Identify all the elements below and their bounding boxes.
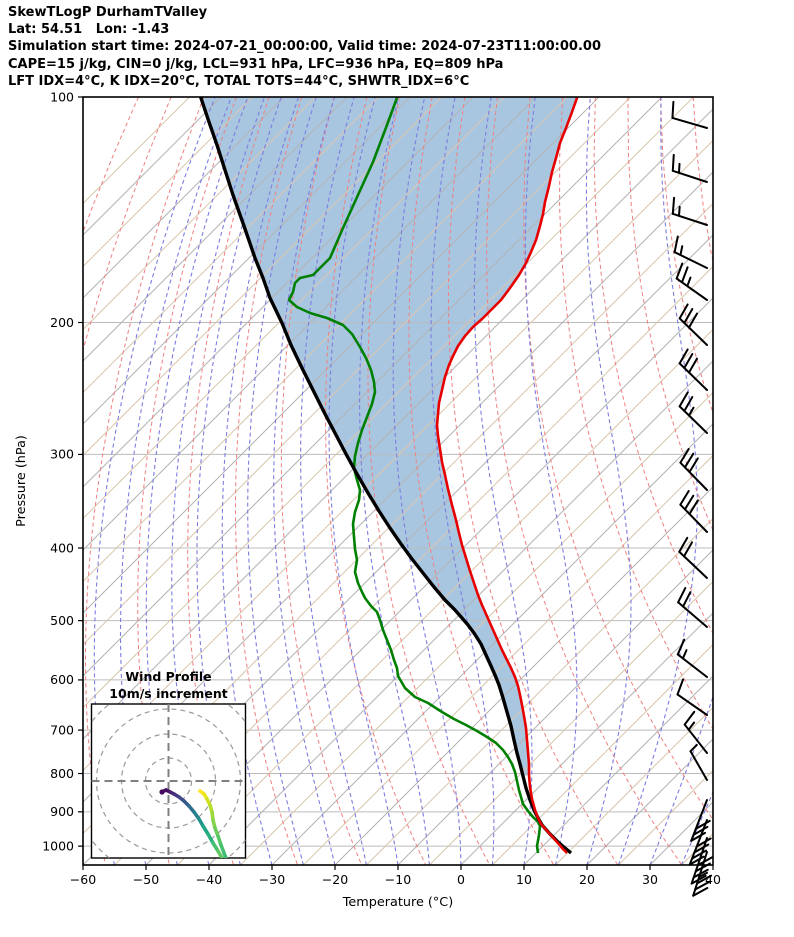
wind-barb — [671, 100, 708, 129]
temperature-tick-label: 40 — [705, 872, 721, 887]
pressure-tick-label: 100 — [50, 89, 74, 104]
wind-barb — [675, 262, 708, 301]
wind-barbs — [671, 100, 713, 897]
isotherms — [83, 97, 713, 865]
wind-barb — [671, 153, 708, 183]
temperature-tick-label: −50 — [133, 872, 159, 887]
hodograph-subtitle: 10m/s increment — [109, 686, 227, 701]
location-line: Lat: 54.51 Lon: -1.43 — [8, 22, 170, 38]
temperature-tick-label: 0 — [457, 872, 465, 887]
wind-barb — [678, 391, 708, 434]
index-line: LFT IDX=4°C, K IDX=20°C, TOTAL TOTS=44°C… — [8, 73, 470, 89]
wind-barb — [673, 235, 708, 269]
y-axis-label: Pressure (hPa) — [14, 435, 29, 527]
wind-barb — [689, 743, 708, 781]
wind-barb — [678, 303, 708, 346]
temperature-tick-label: −60 — [70, 872, 96, 887]
wind-barb — [679, 490, 708, 533]
pressure-tick-label: 500 — [50, 613, 74, 628]
pressure-tick-label: 900 — [50, 804, 74, 819]
temperature-tick-label: 30 — [642, 872, 658, 887]
cape-shading — [200, 97, 578, 776]
temperature-tick-label: −40 — [196, 872, 222, 887]
temperature-tick-label: 10 — [516, 872, 532, 887]
hodograph-branch-trace — [198, 789, 228, 858]
temperature-tick-label: −30 — [259, 872, 285, 887]
moist-adiabats — [93, 97, 713, 865]
pressure-tick-label: 600 — [50, 672, 74, 687]
wind-barb — [676, 678, 708, 716]
hodograph-title: Wind Profile — [125, 669, 211, 684]
wind-barb — [671, 196, 708, 226]
pressure-tick-label: 300 — [50, 447, 74, 462]
x-axis-label: Temperature (°C) — [342, 895, 453, 910]
pressure-tick-label: 800 — [50, 766, 74, 781]
wind-barb — [683, 710, 708, 754]
time-line: Simulation start time: 2024-07-21_00:00:… — [8, 39, 601, 55]
hodograph-inset: Wind Profile 10m/s increment — [90, 669, 247, 859]
wind-barb — [678, 536, 708, 579]
dewpoint-curve — [287, 97, 542, 854]
temperature-curve — [435, 97, 579, 854]
hodograph-rings — [91, 704, 246, 858]
temperature-tick-label: −20 — [322, 872, 348, 887]
parcel-curve — [198, 97, 573, 855]
pressure-tick-label: 200 — [50, 315, 74, 330]
sounding-curves — [198, 97, 579, 855]
wind-barb — [690, 799, 711, 842]
plot-background — [200, 97, 578, 776]
temperature-tick-label: −10 — [385, 872, 411, 887]
pressure-tick-label: 400 — [50, 540, 74, 555]
wind-barb — [677, 587, 708, 628]
wind-barb — [679, 448, 708, 491]
wind-barb — [692, 851, 713, 897]
chart-title: SkewTLogP DurhamTValley — [8, 5, 208, 20]
cape-line: CAPE=15 j/kg, CIN=0 j/kg, LCL=931 hPa, L… — [8, 56, 504, 72]
hodograph-start-dot — [159, 789, 165, 795]
wind-barb — [676, 638, 708, 678]
temperature-tick-label: 20 — [579, 872, 595, 887]
wind-barb — [678, 348, 708, 391]
pressure-tick-label: 1000 — [42, 838, 74, 853]
pressure-tick-label: 700 — [50, 722, 74, 737]
chart-header: SkewTLogP DurhamTValley Lat: 54.51 Lon: … — [8, 4, 601, 90]
